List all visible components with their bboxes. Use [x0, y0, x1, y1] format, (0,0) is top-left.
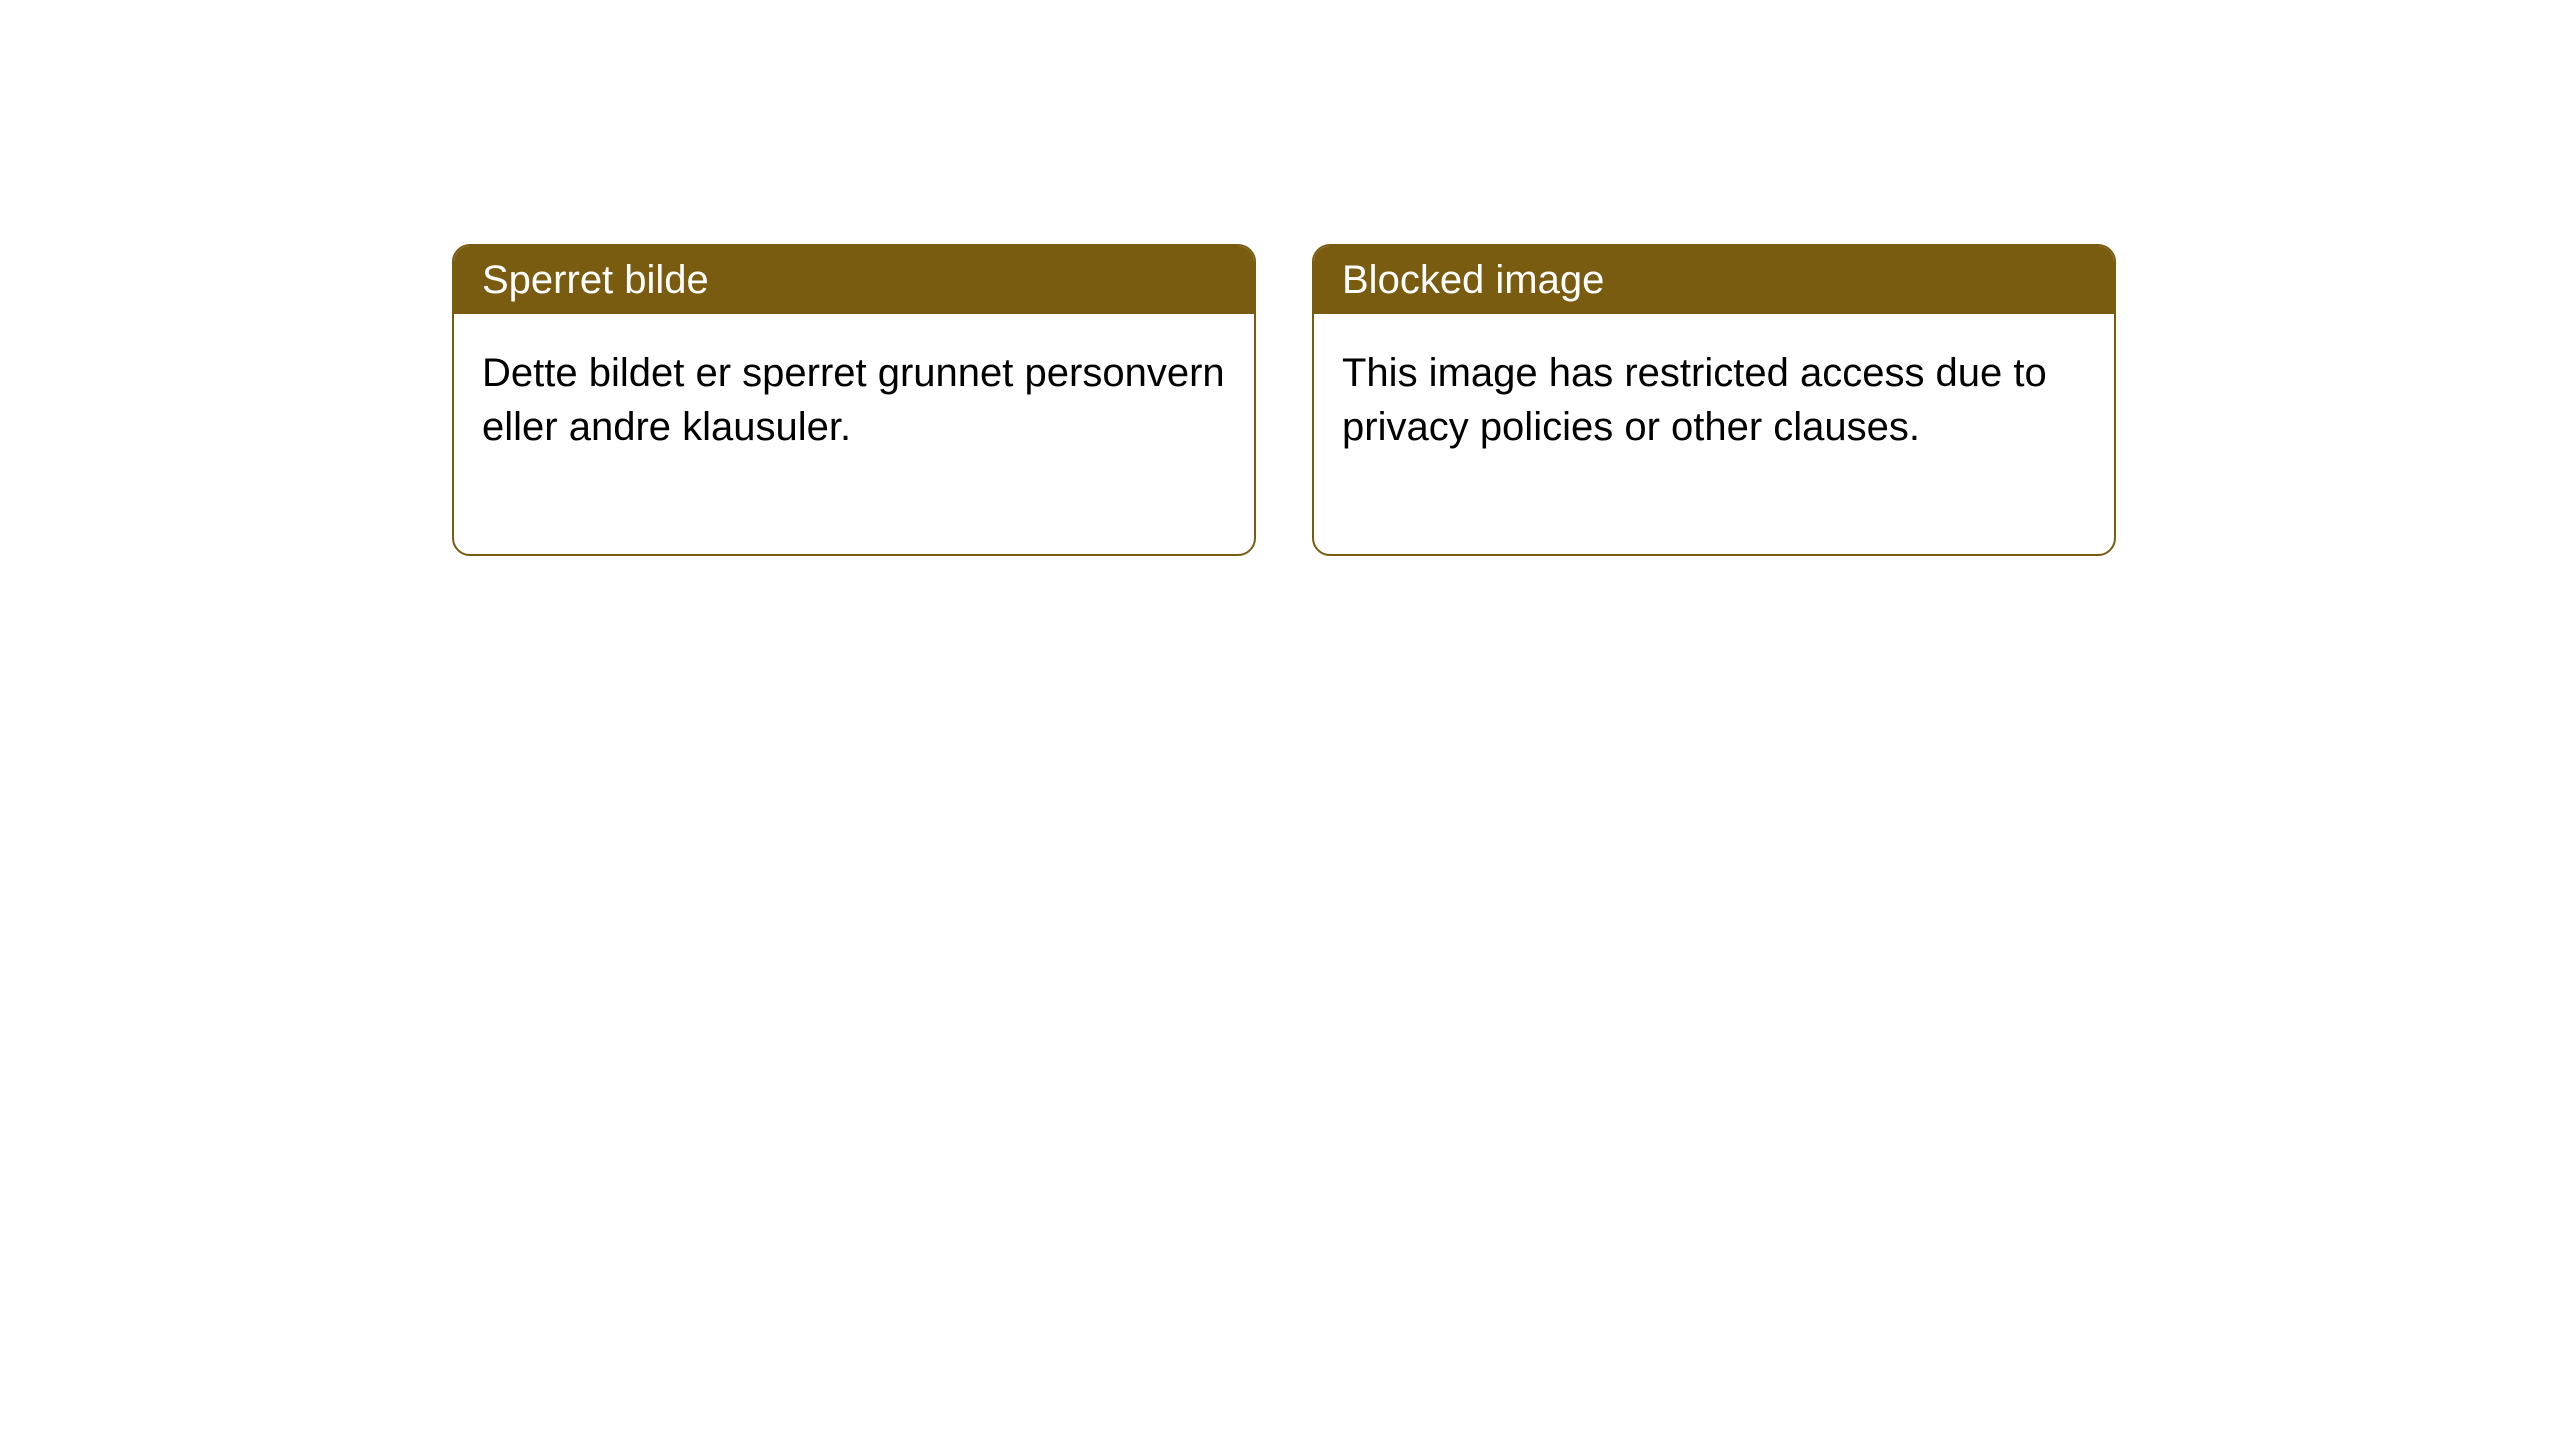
card-header: Sperret bilde	[454, 246, 1254, 314]
notice-container: Sperret bilde Dette bildet er sperret gr…	[452, 244, 2116, 556]
card-title: Blocked image	[1342, 258, 1604, 302]
notice-card-norwegian: Sperret bilde Dette bildet er sperret gr…	[452, 244, 1256, 556]
card-body-text: Dette bildet er sperret grunnet personve…	[482, 351, 1225, 449]
card-body-text: This image has restricted access due to …	[1342, 351, 2047, 449]
card-title: Sperret bilde	[482, 258, 709, 302]
notice-card-english: Blocked image This image has restricted …	[1312, 244, 2116, 556]
card-header: Blocked image	[1314, 246, 2114, 314]
card-body: This image has restricted access due to …	[1314, 314, 2114, 554]
card-body: Dette bildet er sperret grunnet personve…	[454, 314, 1254, 554]
